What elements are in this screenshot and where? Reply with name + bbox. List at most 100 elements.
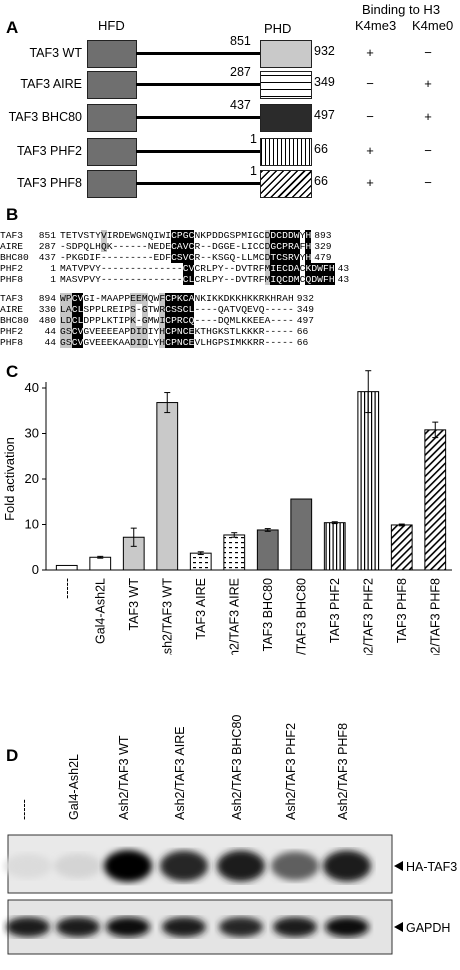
ha-band [323, 850, 371, 882]
hfd-domain-box [87, 40, 137, 68]
phd-domain-box [260, 71, 312, 99]
category-label: TAF3 PHF2 [328, 578, 342, 643]
phd-header: PHD [264, 21, 292, 36]
k4me3-binding: + [366, 175, 374, 190]
bar [89, 556, 112, 571]
linker-line [136, 182, 260, 185]
alignment-row: PHF8 1 M A S V P V Y - - - - - - - - - - - - - - C L C R L P Y - - D V T R F… [0, 274, 349, 285]
category-label: Ash2/TAF3 WT [160, 578, 174, 655]
sequence-end: 479 [314, 252, 332, 263]
category-label: TAF3 BHC80 [261, 578, 275, 651]
sequence-start: 894 [38, 293, 56, 304]
alignment-block-2: TAF3 894 W P C V G I - M A A P P E E M Q W F C P K C A N K I K K D K K H K… [0, 293, 314, 348]
ha-band [104, 850, 152, 882]
category-label: TAF3 PHF8 [395, 578, 409, 643]
construct-name: TAF3 BHC80 [8, 110, 82, 124]
sequence-end: 349 [296, 304, 315, 315]
ha-band [271, 851, 319, 881]
sequence-start: 437 [38, 252, 56, 263]
hfd-domain-box [87, 138, 137, 166]
sequence-name: AIRE [0, 241, 24, 252]
phd-domain-box [260, 104, 312, 132]
sequence-end: 66 [296, 337, 309, 348]
sequence-name: PHF8 [0, 337, 24, 348]
k4me3-binding: − [366, 76, 374, 91]
lane-label: Ash2/TAF3 BHC80 [230, 715, 244, 820]
phd-domain-box [260, 138, 312, 166]
start-residue: 851 [230, 34, 251, 48]
bar [390, 524, 413, 571]
sequence-start: 851 [38, 230, 56, 241]
gapdh-band [6, 917, 50, 937]
k4me3-binding: + [366, 45, 374, 60]
y-axis-label: Fold activation [2, 437, 17, 521]
linker-line [136, 52, 260, 55]
panel-a-letter: A [6, 18, 19, 37]
construct-name: TAF3 WT [29, 46, 82, 60]
k4me3-header: K4me3 [355, 18, 397, 33]
alignment-block-1: TAF3 851 T E T V S T Y V I R D E W G N Q I W I C P G C N K P D D G S P M I… [0, 230, 349, 285]
gapdh-band [219, 917, 263, 937]
construct-name: TAF3 AIRE [20, 77, 82, 91]
alignment-row: BHC80 480 L D C L D P P L K T I P K - G M W I C P R C Q - - - - D Q M L K… [0, 315, 314, 326]
alignment-row: PHF2 1 M A T V P V Y - - - - - - - - - - - - - - C V C R L P Y - - D V T R F… [0, 263, 349, 274]
category-label: Ash2/TAF3 BHC80 [294, 578, 308, 655]
k4me3-binding: − [366, 109, 374, 124]
category-label: TAF3 WT [127, 578, 141, 631]
panel-d-letter: D [6, 746, 19, 765]
alignment-row: BHC80 437 - P K G D I F - - - - - - - - - E D F C S V C R - - K S G Q - L… [0, 252, 349, 263]
fold-activation-chart: 0 10 20 30 40 Fold activation ----- Gal4-Ash2L T… [2, 370, 452, 655]
hfd-domain-box [87, 104, 137, 132]
gapdh-arrow-icon [394, 922, 403, 932]
sequence-start: 287 [38, 241, 56, 252]
panel-b-letter: B [6, 205, 19, 224]
bar [323, 522, 346, 571]
k4me0-binding: − [424, 175, 432, 190]
alignment-row: AIRE 287 - S D P Q L H Q K - - - - - - N E D E C A V C R - - D G G E - L I… [0, 241, 349, 252]
category-label: Gal4-Ash2L [93, 578, 107, 644]
gapdh-band [325, 917, 369, 937]
sequence-end: 43 [337, 274, 350, 285]
alignment-row: TAF3 851 T E T V S T Y V I R D E W G N Q I W I C P G C N K P D D G S P M I… [0, 230, 349, 241]
category-label: Ash2/TAF3 PHF2 [361, 578, 375, 655]
sequence-start: 1 [50, 274, 56, 285]
k4me0-binding: + [424, 109, 432, 124]
ha-band [160, 850, 208, 882]
start-residue: 1 [250, 132, 257, 146]
hfd-domain-box [87, 170, 137, 198]
end-residue: 497 [314, 108, 335, 122]
sequence-name: PHF2 [0, 326, 24, 337]
ha-arrow-icon [394, 861, 403, 871]
sequence-end: 497 [296, 315, 315, 326]
phd-domain-box [260, 40, 312, 68]
category-label: Ash2/TAF3 AIRE [227, 578, 241, 655]
start-residue: 287 [230, 65, 251, 79]
sequence-end: 43 [337, 263, 350, 274]
linker-line [136, 83, 260, 86]
alignment-row: PHF8 44 G S C V G V E E E K A A D I D L Y H C P N C E V L H G P S I M K K R… [0, 337, 314, 348]
category-label: Ash2/TAF3 PHF8 [428, 578, 442, 655]
phd-domain-box [260, 170, 312, 198]
sequence-start: 44 [44, 326, 56, 337]
lane-label: Ash2/TAF3 WT [117, 735, 131, 820]
sequence-name: BHC80 [0, 252, 29, 263]
y-tick-label: 40 [25, 380, 39, 395]
lane-label: ----- [17, 799, 31, 820]
ha-band [4, 853, 52, 879]
alignment-row: TAF3 894 W P C V G I - M A A P P E E M Q W F C P K C A N K I K K D K K H K… [0, 293, 314, 304]
bar [256, 529, 279, 571]
bar [357, 391, 380, 571]
sequence-end: 329 [314, 241, 332, 252]
k4me3-binding: + [366, 143, 374, 158]
sequence-start: 44 [44, 337, 56, 348]
lane-label: Gal4-Ash2L [67, 754, 81, 820]
bar [290, 498, 313, 571]
sequence-name: PHF8 [0, 274, 24, 285]
gapdh-band [162, 917, 206, 937]
